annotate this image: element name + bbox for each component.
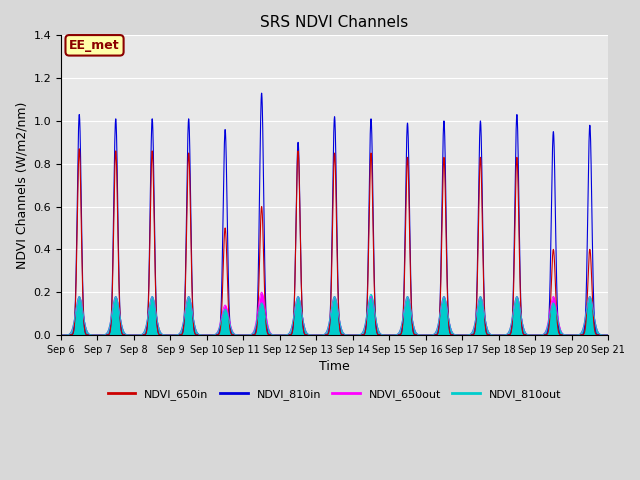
Y-axis label: NDVI Channels (W/m2/nm): NDVI Channels (W/m2/nm) [15,101,28,269]
X-axis label: Time: Time [319,360,350,373]
Title: SRS NDVI Channels: SRS NDVI Channels [260,15,409,30]
Legend: NDVI_650in, NDVI_810in, NDVI_650out, NDVI_810out: NDVI_650in, NDVI_810in, NDVI_650out, NDV… [103,384,566,404]
Text: EE_met: EE_met [69,39,120,52]
